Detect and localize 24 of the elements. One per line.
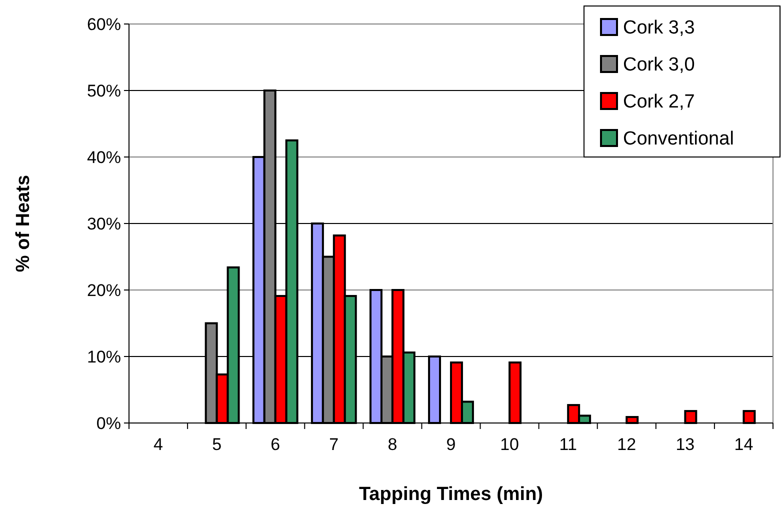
x-tick-label: 9: [446, 435, 456, 454]
x-tick-label: 14: [734, 435, 754, 454]
y-tick-label: 0%: [96, 414, 121, 433]
x-tick-label: 7: [329, 435, 339, 454]
x-tick-label: 5: [212, 435, 222, 454]
x-tick-label: 4: [154, 435, 164, 454]
y-axis-title: % of Heats: [13, 174, 34, 272]
x-tick-label: 6: [270, 435, 280, 454]
x-tick-label: 10: [500, 435, 520, 454]
y-tick-label: 60%: [86, 14, 121, 34]
x-tick-label: 8: [388, 435, 398, 454]
x-tick-label: 11: [559, 435, 577, 454]
y-tick-label: 10%: [86, 347, 121, 366]
y-tick-label: 30%: [86, 214, 121, 234]
x-tick-label: 12: [617, 435, 636, 454]
legend-label: Conventional: [623, 128, 734, 150]
legend-label: Cork 3,3: [623, 18, 695, 39]
y-tick-label: 40%: [86, 148, 121, 167]
y-tick-label: 20%: [86, 280, 121, 300]
legend-label: Cork 3,0: [623, 54, 695, 76]
x-tick-label: 13: [676, 435, 695, 454]
y-tick-label: 50%: [86, 81, 121, 100]
legend-label: Cork 2,7: [623, 92, 695, 113]
x-axis-title: Tapping Times (min): [358, 484, 544, 505]
